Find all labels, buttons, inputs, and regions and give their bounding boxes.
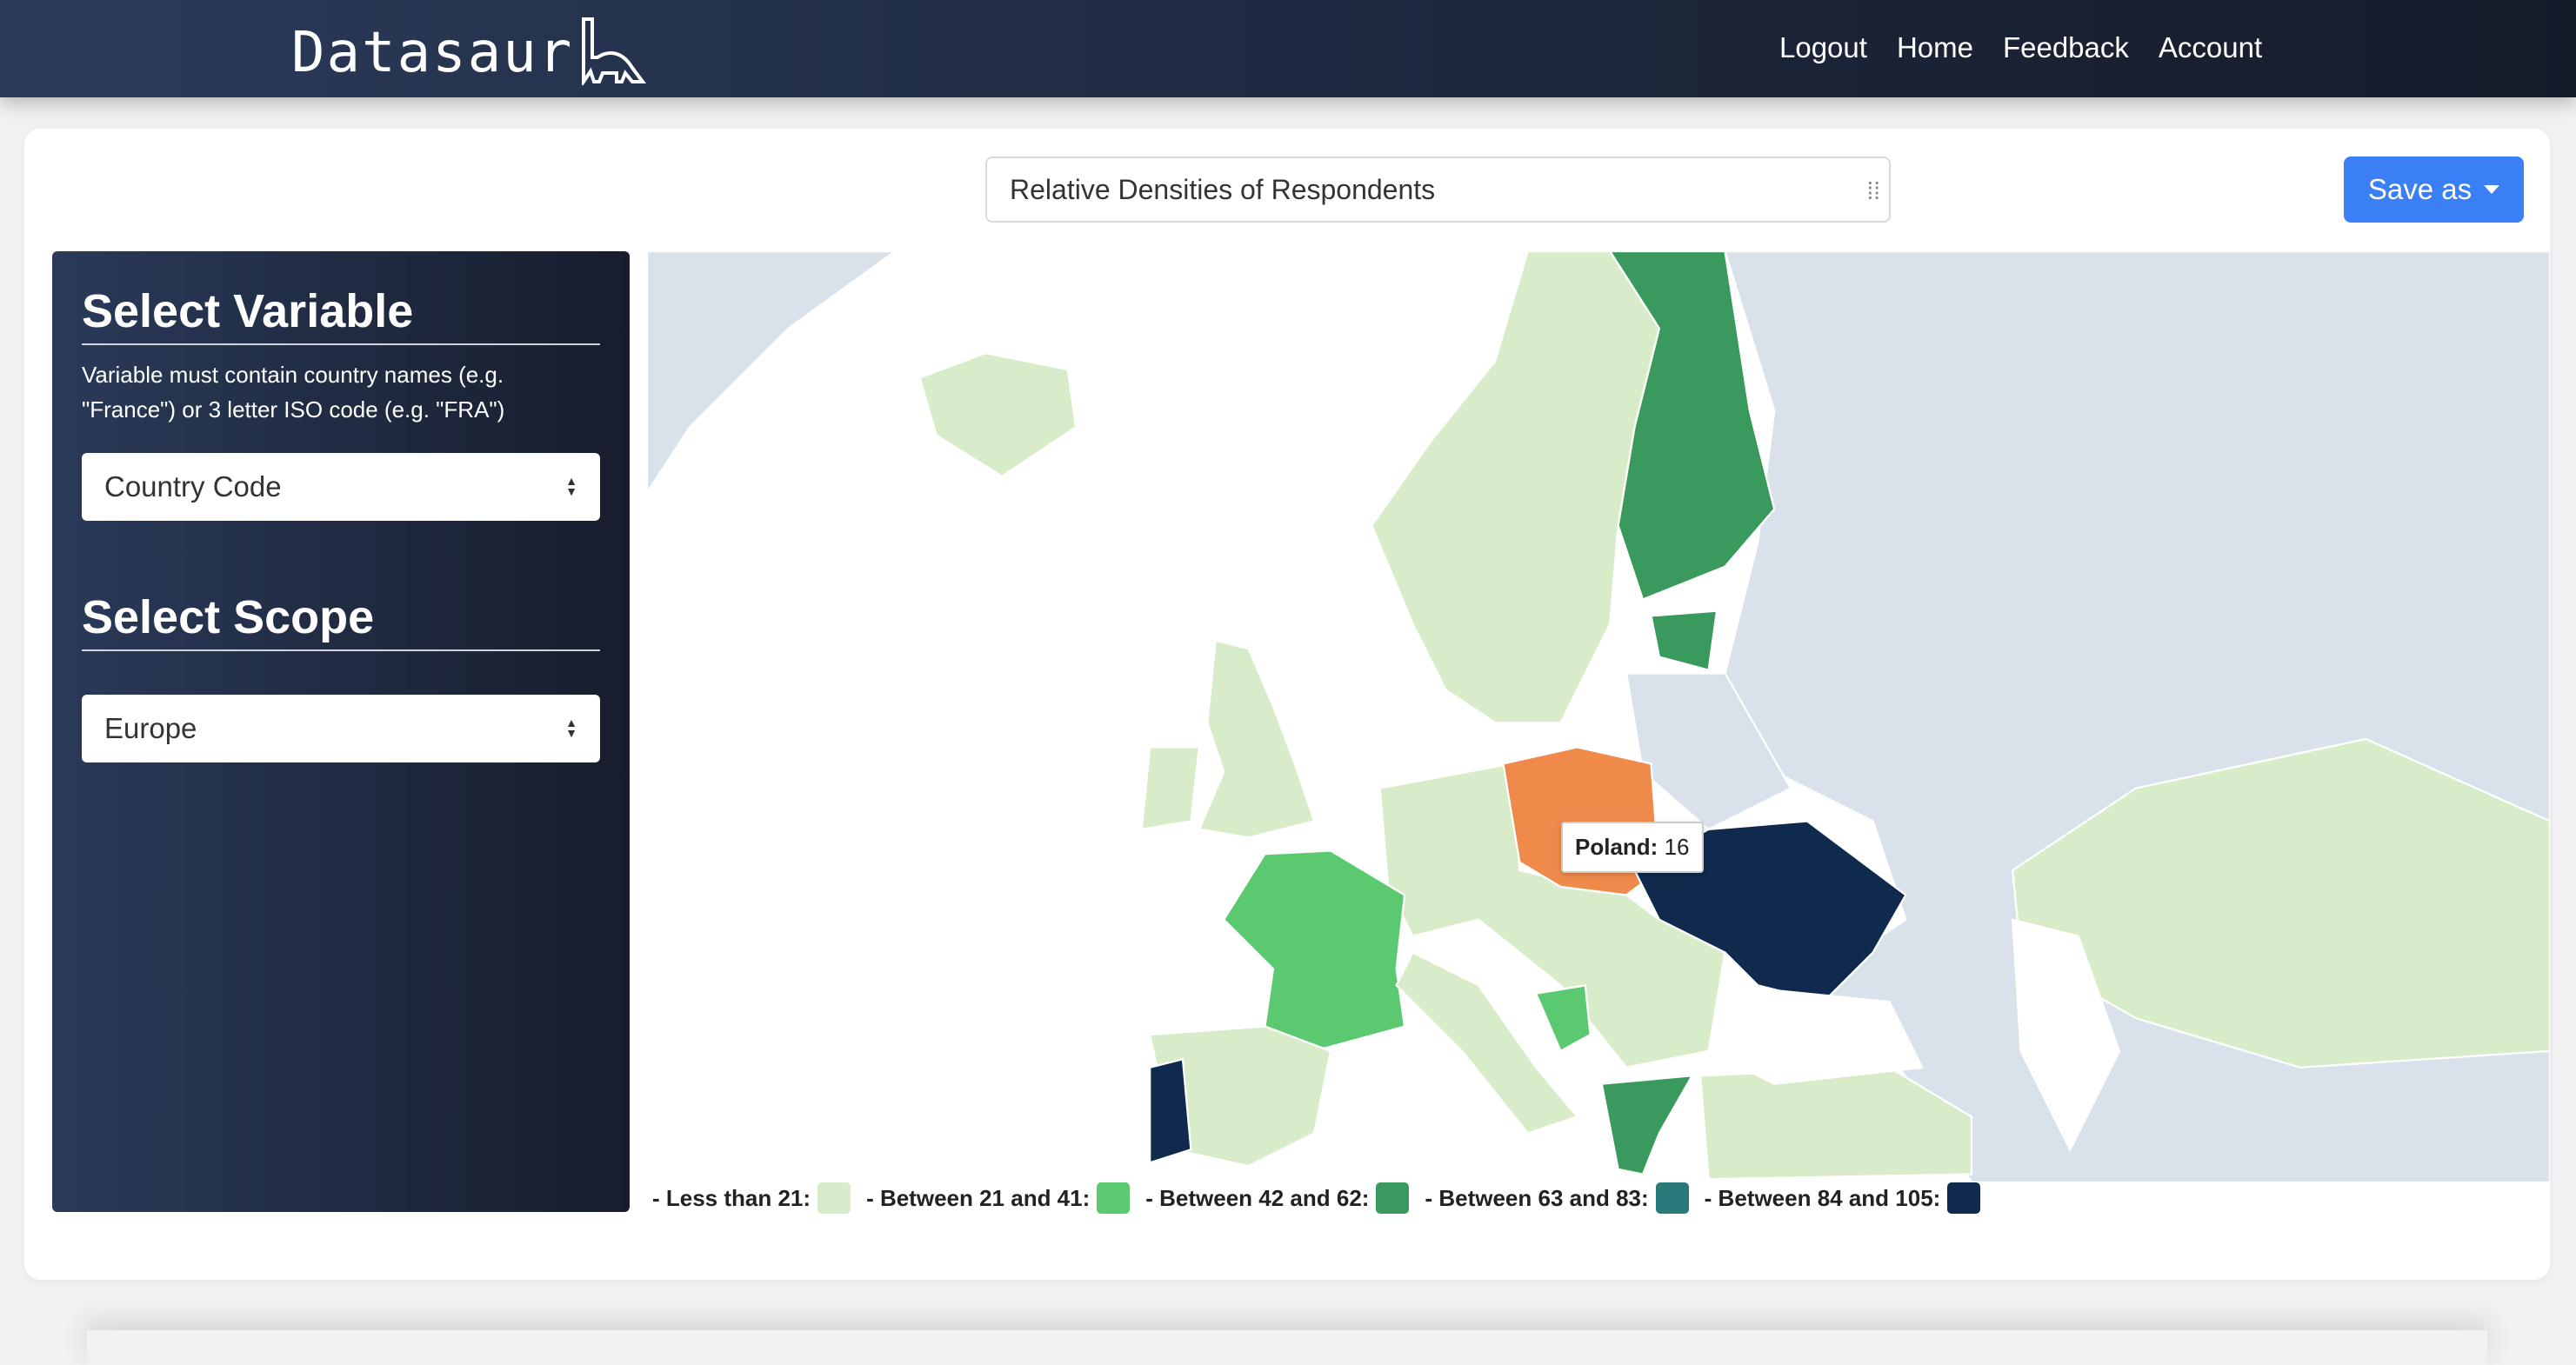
map-title-input[interactable]: Relative Densities of Respondents ⁞⁞ — [985, 156, 1891, 223]
country-belarus-baltics[interactable] — [1625, 672, 1792, 831]
variable-help-text: Variable must contain country names (e.g… — [82, 362, 505, 423]
country-france[interactable] — [1222, 849, 1406, 1053]
country-uk[interactable] — [1198, 639, 1316, 839]
country-portugal[interactable] — [1149, 1057, 1192, 1164]
map-tooltip: Poland: 16 — [1561, 822, 1704, 873]
variable-select-value: Country Code — [104, 470, 282, 503]
dinosaur-icon — [582, 17, 647, 85]
country-ireland[interactable] — [1140, 746, 1201, 831]
sidebar: Select Variable Variable must contain co… — [52, 251, 630, 1212]
nav-logout[interactable]: Logout — [1779, 31, 1867, 63]
bottom-shadow — [87, 1330, 2487, 1365]
nav-account[interactable]: Account — [2158, 31, 2263, 63]
legend-swatch — [1655, 1182, 1689, 1214]
variable-select[interactable]: Country Code ▲ ▼ — [82, 453, 600, 521]
country-greece[interactable] — [1600, 1074, 1694, 1175]
legend-swatch — [1376, 1182, 1410, 1214]
password-manager-icon[interactable]: ⁞⁞ — [1866, 177, 1880, 204]
legend-label: - Between 63 and 83: — [1425, 1184, 1649, 1211]
legend-label: - Between 21 and 41: — [866, 1184, 1091, 1211]
navbar: Datasaur Logout Home Feedback Account — [0, 0, 2576, 97]
legend-label: - Between 42 and 62: — [1145, 1184, 1370, 1211]
country-bosnia[interactable] — [1534, 984, 1592, 1053]
map-title-value: Relative Densities of Respondents — [1010, 173, 1436, 205]
caret-down-icon — [2484, 185, 2500, 194]
tooltip-country: Poland: — [1575, 834, 1658, 860]
tooltip-value: 16 — [1664, 834, 1690, 860]
country-iceland[interactable] — [918, 351, 1078, 478]
map-legend: - Less than 21: - Between 21 and 41: - Bet… — [652, 1182, 1996, 1214]
country-estonia[interactable] — [1650, 609, 1718, 672]
nav-home[interactable]: Home — [1896, 31, 1973, 63]
legend-label: - Between 84 and 105: — [1704, 1184, 1941, 1211]
select-arrows-icon: ▲ ▼ — [565, 474, 577, 498]
select-variable-heading: Select Variable — [82, 284, 600, 345]
legend-label: - Less than 21: — [652, 1184, 811, 1211]
country-italy[interactable] — [1395, 951, 1579, 1135]
select-scope-heading: Select Scope — [82, 590, 600, 651]
country-greenland[interactable] — [647, 251, 898, 495]
legend-swatch — [1097, 1182, 1131, 1214]
select-arrows-icon: ▲ ▼ — [565, 716, 577, 740]
save-as-button[interactable]: Save as — [2344, 156, 2524, 223]
scope-select[interactable]: Europe ▲ ▼ — [82, 695, 600, 762]
legend-swatch — [818, 1182, 851, 1214]
nav-feedback[interactable]: Feedback — [2002, 31, 2129, 63]
scope-select-value: Europe — [104, 712, 197, 744]
choropleth-map[interactable] — [647, 251, 2550, 1182]
country-finland[interactable] — [1608, 251, 1776, 601]
brand-logo[interactable]: Datasaur — [291, 16, 647, 85]
save-as-label: Save as — [2367, 173, 2473, 205]
brand-name: Datasaur — [291, 21, 574, 85]
black-sea — [1707, 984, 1924, 1085]
caspian-sea — [2011, 918, 2121, 1152]
legend-swatch — [1947, 1182, 1981, 1214]
